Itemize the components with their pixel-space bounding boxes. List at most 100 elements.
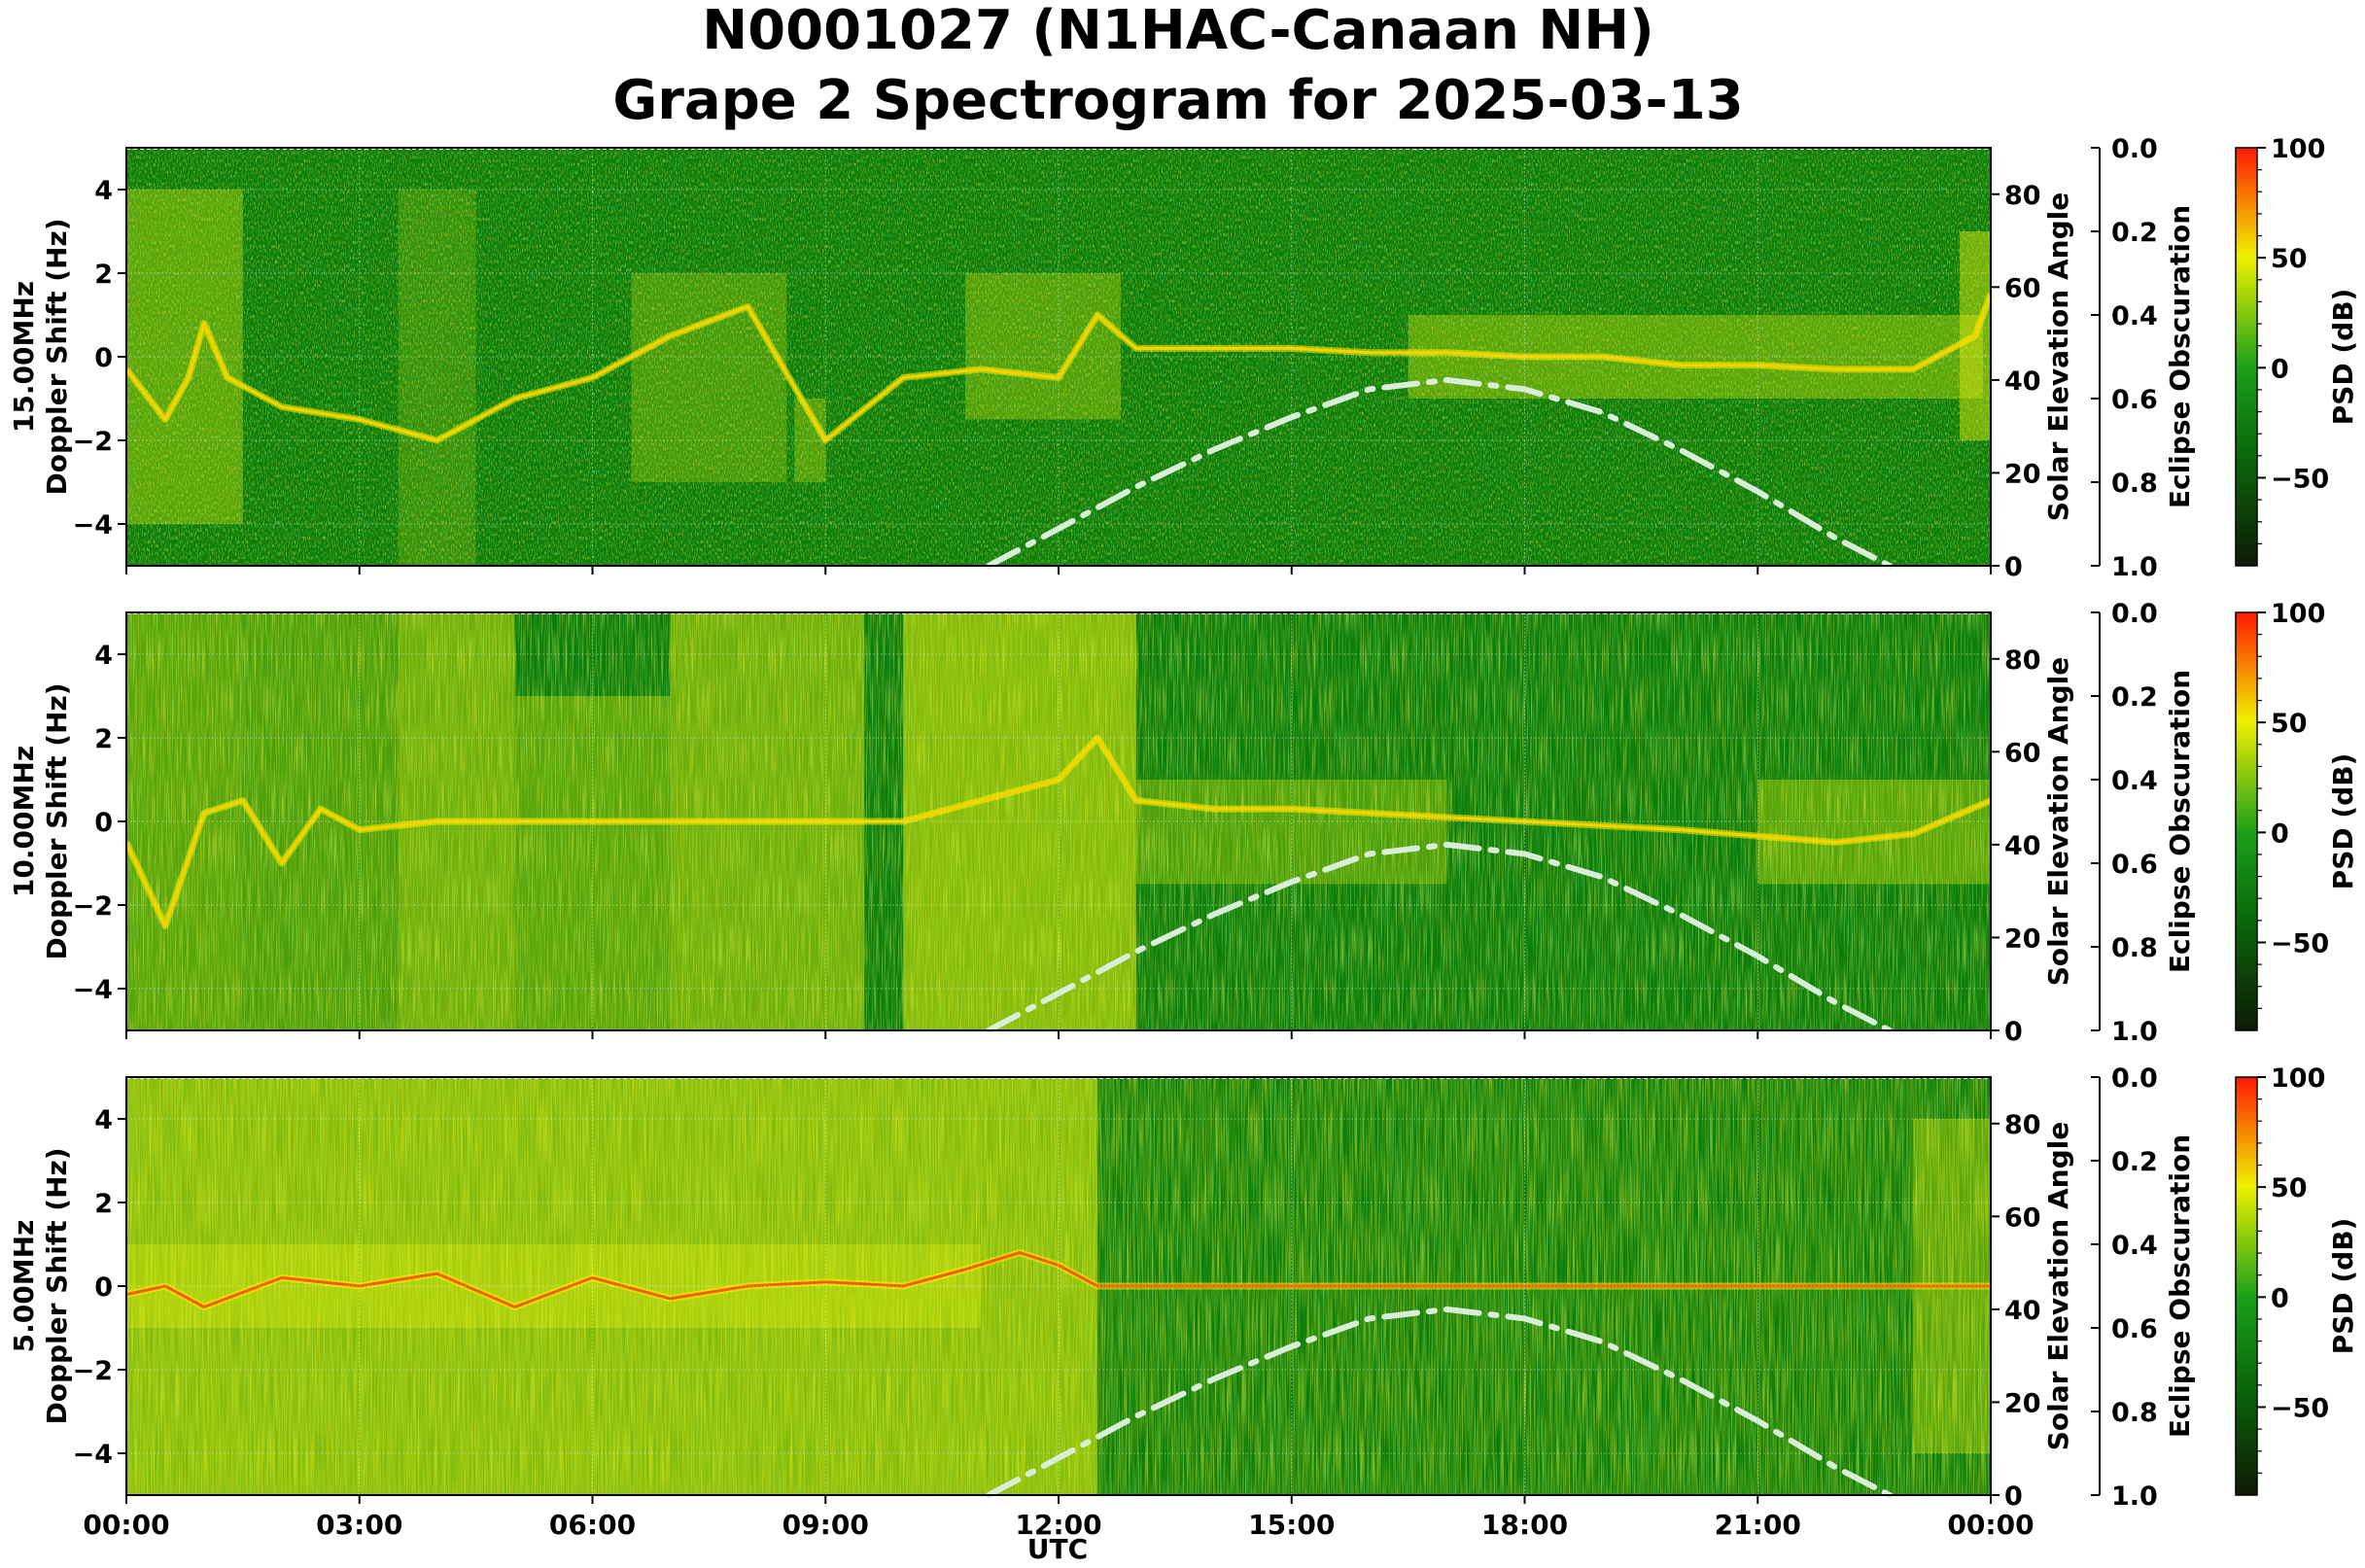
x-tick-label: 12:00	[1015, 1509, 1101, 1541]
doppler-tick-label: 2	[94, 724, 113, 754]
psd-tick-label: −50	[2271, 928, 2329, 958]
doppler-tick-label: 0	[94, 808, 113, 838]
eclipse-tick-label: 0.2	[2111, 1147, 2158, 1177]
x-tick-label: 00:00	[1947, 1509, 2034, 1541]
figure-title-line1: N0001027 (N1HAC-Canaan NH)	[702, 0, 1653, 62]
elevation-tick-label: 0	[2004, 552, 2023, 582]
psd-axis-label: PSD (dB)	[2327, 289, 2359, 426]
elevation-tick-label: 40	[2004, 1296, 2041, 1326]
elevation-tick-label: 20	[2004, 923, 2041, 954]
psd-tick-label: 0	[2271, 354, 2289, 384]
doppler-tick-label: −2	[73, 427, 113, 457]
x-tick-label: 09:00	[783, 1509, 869, 1541]
heatmap-region	[126, 612, 243, 1030]
doppler-axis-label: Doppler Shift (Hz)	[41, 218, 73, 495]
psd-axis-label: PSD (dB)	[2327, 1218, 2359, 1355]
eclipse-tick-label: 0.2	[2111, 682, 2158, 713]
eclipse-tick-label: 0.6	[2111, 850, 2158, 880]
doppler-trace	[125, 1251, 1991, 1308]
x-tick-label: 18:00	[1481, 1509, 1568, 1541]
panel-frequency-label: 10.00MHz	[8, 746, 40, 897]
panel-10.00MHz: 420−2−410.00MHz Doppler Shift (Hz)0204060…	[8, 599, 2359, 1047]
psd-tick-label: 100	[2271, 1063, 2325, 1094]
psd-tick-label: 50	[2271, 1173, 2308, 1203]
x-tick-label: 03:00	[316, 1509, 402, 1541]
doppler-tick-label: 0	[94, 1272, 113, 1303]
psd-tick-label: 0	[2271, 819, 2289, 849]
doppler-tick-label: 2	[94, 260, 113, 290]
heatmap-region	[1135, 780, 1447, 885]
heatmap-region	[1757, 780, 1991, 885]
heatmap-region	[126, 190, 243, 524]
eclipse-tick-label: 0.6	[2111, 385, 2158, 415]
panel-frequency-label: 15.00MHz	[8, 281, 40, 433]
elevation-tick-label: 0	[2004, 1017, 2023, 1047]
psd-tick-label: −50	[2271, 1393, 2329, 1423]
doppler-tick-label: −4	[73, 510, 113, 540]
elevation-axis-label: Solar Elevation Angle	[2042, 1122, 2074, 1450]
doppler-tick-label: 4	[94, 176, 113, 206]
doppler-axis-label: Doppler Shift (Hz)	[41, 1147, 73, 1424]
elevation-tick-label: 80	[2004, 181, 2041, 211]
elevation-tick-label: 80	[2004, 1110, 2041, 1140]
elevation-tick-label: 60	[2004, 273, 2041, 303]
elevation-axis-label: Solar Elevation Angle	[2042, 657, 2074, 986]
eclipse-tick-label: 0.4	[2111, 1231, 2158, 1261]
solar-elevation-curve	[986, 841, 1894, 1033]
doppler-tick-label: 0	[94, 343, 113, 373]
doppler-axis-label: Doppler Shift (Hz)	[41, 682, 73, 959]
eclipse-axis-label: Eclipse Obscuration	[2164, 205, 2196, 508]
doppler-tick-label: 4	[94, 1105, 113, 1135]
x-tick-label: 06:00	[549, 1509, 636, 1541]
doppler-tick-label: −2	[73, 891, 113, 922]
heatmap-region	[242, 612, 399, 1030]
elevation-tick-label: 40	[2004, 831, 2041, 861]
spectrogram-panels: 420−2−415.00MHz Doppler Shift (Hz)0204060…	[8, 134, 2359, 1541]
panel-15.00MHz: 420−2−415.00MHz Doppler Shift (Hz)0204060…	[8, 134, 2359, 582]
doppler-tick-label: −2	[73, 1356, 113, 1386]
panel-5.00MHz: 420−2−45.00MHz Doppler Shift (Hz)02040608…	[8, 1063, 2359, 1541]
doppler-tick-label: −4	[73, 975, 113, 1005]
psd-colorbar	[2235, 611, 2258, 1031]
psd-tick-label: 100	[2271, 599, 2325, 629]
eclipse-tick-label: 0.8	[2111, 1398, 2158, 1428]
heatmap-region	[514, 696, 671, 1030]
eclipse-tick-label: 0.6	[2111, 1314, 2158, 1344]
heatmap-noise	[126, 148, 1991, 566]
doppler-tick-label: −4	[73, 1440, 113, 1470]
eclipse-tick-label: 1.0	[2111, 1017, 2158, 1047]
elevation-tick-label: 0	[2004, 1481, 2023, 1512]
elevation-tick-label: 60	[2004, 1202, 2041, 1233]
doppler-trace	[124, 293, 1993, 442]
psd-tick-label: 50	[2271, 244, 2308, 274]
eclipse-axis-label: Eclipse Obscuration	[2164, 1134, 2196, 1438]
x-tick-label: 00:00	[83, 1509, 169, 1541]
x-tick-label: 21:00	[1715, 1509, 1801, 1541]
panel-frequency-label: 5.00MHz	[8, 1220, 40, 1353]
psd-colorbar	[2235, 147, 2258, 567]
eclipse-tick-label: 0.2	[2111, 218, 2158, 248]
psd-colorbar	[2235, 1076, 2258, 1496]
eclipse-tick-label: 0.8	[2111, 469, 2158, 499]
solar-elevation-curve	[986, 376, 1894, 569]
x-axis-label: UTC	[1027, 1533, 1088, 1565]
elevation-tick-label: 20	[2004, 459, 2041, 489]
eclipse-tick-label: 0.0	[2111, 1063, 2158, 1094]
psd-tick-label: 0	[2271, 1283, 2289, 1313]
psd-tick-label: −50	[2271, 464, 2329, 494]
eclipse-tick-label: 0.4	[2111, 301, 2158, 331]
psd-tick-label: 100	[2271, 134, 2325, 164]
heatmap-region	[903, 612, 1136, 1030]
eclipse-tick-label: 1.0	[2111, 1481, 2158, 1512]
eclipse-axis-label: Eclipse Obscuration	[2164, 670, 2196, 973]
x-tick-label: 15:00	[1248, 1509, 1335, 1541]
elevation-tick-label: 60	[2004, 738, 2041, 768]
eclipse-tick-label: 1.0	[2111, 552, 2158, 582]
heatmap-region	[965, 273, 1121, 420]
eclipse-tick-label: 0.0	[2111, 134, 2158, 164]
elevation-axis-label: Solar Elevation Angle	[2042, 192, 2074, 521]
figure-title-line2: Grape 2 Spectrogram for 2025-03-13	[612, 69, 1743, 132]
doppler-tick-label: 2	[94, 1189, 113, 1219]
